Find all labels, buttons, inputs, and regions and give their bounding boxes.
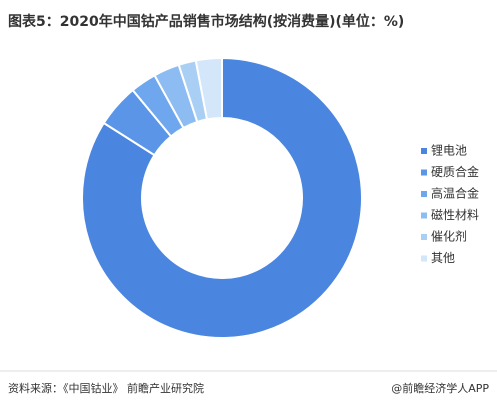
legend-swatch [421, 234, 427, 240]
legend-label: 催化剂 [431, 229, 467, 244]
legend-label: 锂电池 [431, 143, 467, 158]
legend-swatch [421, 255, 427, 262]
legend-swatch [421, 169, 427, 176]
credit: @前瞻经济学人APP [391, 381, 489, 395]
chart-title: 图表5：2020年中国钴产品销售市场结构(按消费量)(单位：%) [8, 13, 404, 30]
legend-label: 其他 [431, 251, 455, 265]
legend-swatch [421, 191, 427, 197]
source: 资料来源：《中国钴业》 前瞻产业研究院 [8, 381, 204, 395]
donut-segment [194, 56, 223, 121]
legend-swatch [421, 212, 427, 219]
legend-label: 高温合金 [431, 186, 479, 201]
legend-swatch [421, 148, 427, 154]
donut-segment [81, 56, 363, 339]
legend-label: 磁性材料 [431, 207, 479, 222]
legend-label: 硬质合金 [431, 164, 479, 179]
